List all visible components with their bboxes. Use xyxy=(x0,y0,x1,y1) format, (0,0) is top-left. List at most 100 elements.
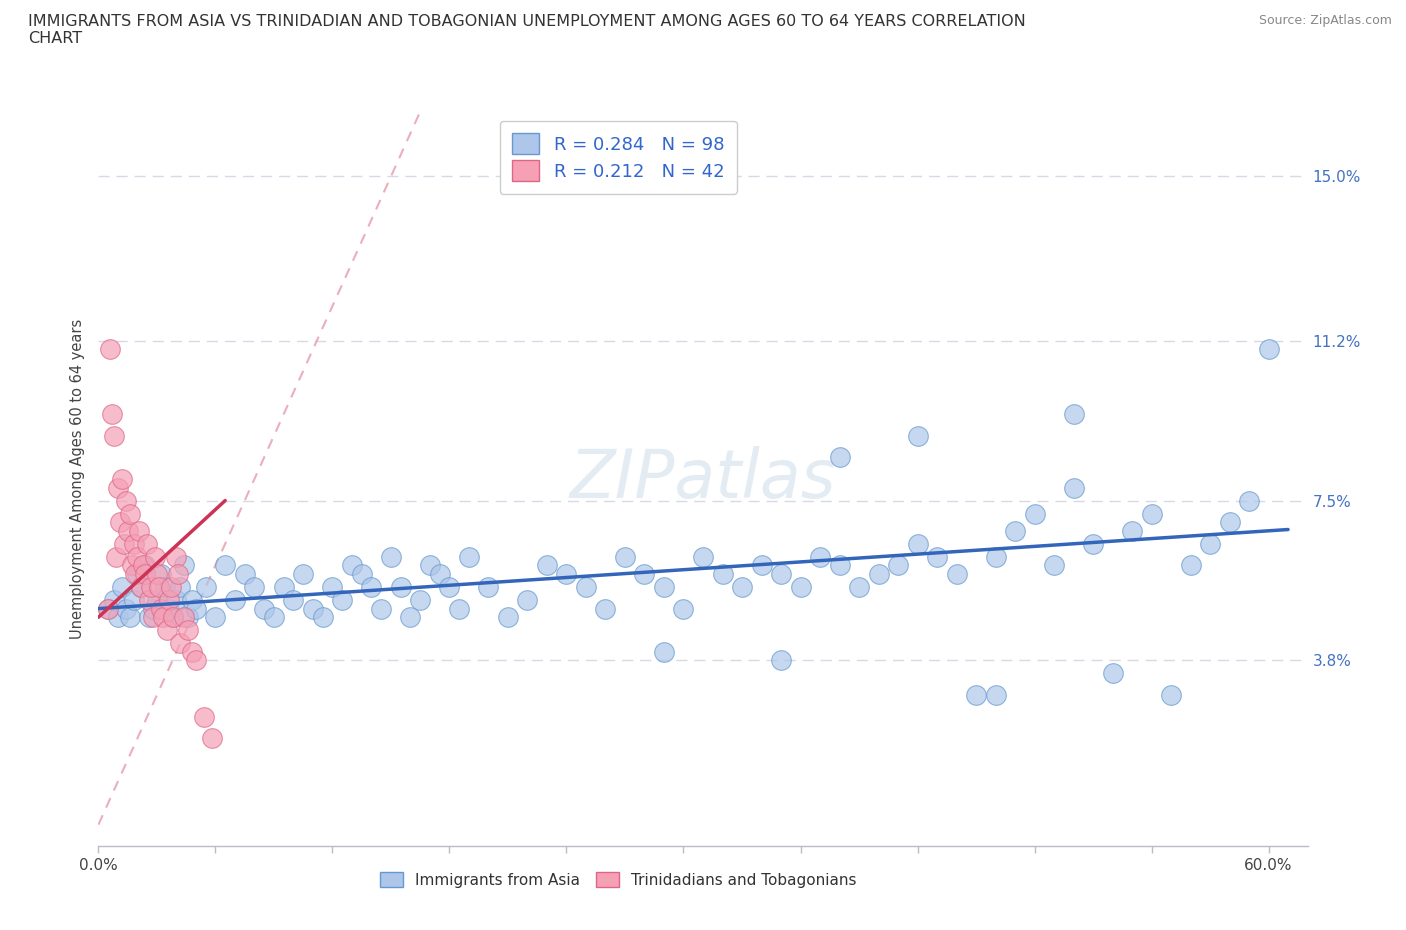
Point xyxy=(302,601,325,616)
Point xyxy=(149,601,172,616)
Point xyxy=(808,550,831,565)
Point xyxy=(536,558,558,573)
Point xyxy=(399,610,422,625)
Point xyxy=(138,592,160,607)
Point xyxy=(156,623,179,638)
Point xyxy=(184,601,207,616)
Point xyxy=(114,493,136,508)
Point xyxy=(409,592,432,607)
Point xyxy=(672,601,695,616)
Point xyxy=(439,579,461,594)
Point xyxy=(283,592,305,607)
Point xyxy=(340,558,363,573)
Text: ZIPatlas: ZIPatlas xyxy=(569,446,837,512)
Point xyxy=(131,579,153,594)
Point xyxy=(127,550,149,565)
Point xyxy=(98,342,121,357)
Point xyxy=(111,472,134,486)
Point xyxy=(321,579,343,594)
Point xyxy=(97,601,120,616)
Point xyxy=(711,566,734,581)
Point xyxy=(1140,506,1163,521)
Point xyxy=(769,566,792,581)
Point xyxy=(121,558,143,573)
Point xyxy=(925,550,948,565)
Point xyxy=(945,566,967,581)
Point xyxy=(167,566,190,581)
Point xyxy=(138,610,160,625)
Point xyxy=(1063,406,1085,421)
Point xyxy=(965,687,987,702)
Point xyxy=(149,566,172,581)
Point xyxy=(516,592,538,607)
Point xyxy=(652,644,675,659)
Point xyxy=(118,610,141,625)
Point xyxy=(614,550,637,565)
Point xyxy=(224,592,246,607)
Legend: Immigrants from Asia, Trinidadians and Tobagonians: Immigrants from Asia, Trinidadians and T… xyxy=(374,866,862,894)
Point xyxy=(1004,524,1026,538)
Point xyxy=(214,558,236,573)
Point xyxy=(751,558,773,573)
Point xyxy=(292,566,315,581)
Point xyxy=(103,429,125,444)
Point xyxy=(496,610,519,625)
Point xyxy=(1199,537,1222,551)
Point xyxy=(134,558,156,573)
Point xyxy=(157,592,180,607)
Point xyxy=(984,550,1007,565)
Point xyxy=(253,601,276,616)
Text: Source: ZipAtlas.com: Source: ZipAtlas.com xyxy=(1258,14,1392,27)
Point xyxy=(148,579,170,594)
Point xyxy=(330,592,353,607)
Point xyxy=(142,601,165,616)
Point xyxy=(652,579,675,594)
Text: IMMIGRANTS FROM ASIA VS TRINIDADIAN AND TOBAGONIAN UNEMPLOYMENT AMONG AGES 60 TO: IMMIGRANTS FROM ASIA VS TRINIDADIAN AND … xyxy=(28,14,1026,46)
Point xyxy=(1237,493,1260,508)
Point xyxy=(127,566,149,581)
Point xyxy=(124,566,146,581)
Point xyxy=(181,644,204,659)
Point xyxy=(984,687,1007,702)
Point xyxy=(104,550,127,565)
Point xyxy=(1219,514,1241,529)
Point xyxy=(828,450,851,465)
Point xyxy=(907,537,929,551)
Point xyxy=(575,579,598,594)
Point xyxy=(108,514,131,529)
Point xyxy=(419,558,441,573)
Point xyxy=(162,610,184,625)
Point xyxy=(370,601,392,616)
Point xyxy=(350,566,373,581)
Point xyxy=(177,623,200,638)
Point xyxy=(477,579,499,594)
Point xyxy=(107,610,129,625)
Point xyxy=(789,579,811,594)
Point xyxy=(194,579,217,594)
Point xyxy=(360,579,382,594)
Point xyxy=(828,558,851,573)
Point xyxy=(114,601,136,616)
Point xyxy=(449,601,471,616)
Point xyxy=(169,636,191,651)
Point xyxy=(1024,506,1046,521)
Point xyxy=(193,710,215,724)
Point xyxy=(1257,342,1279,357)
Point xyxy=(169,579,191,594)
Point xyxy=(181,592,204,607)
Point xyxy=(131,579,153,594)
Point xyxy=(159,579,181,594)
Point xyxy=(146,592,169,607)
Point xyxy=(162,610,184,625)
Point xyxy=(128,524,150,538)
Point xyxy=(204,610,226,625)
Point xyxy=(848,579,870,594)
Point xyxy=(112,537,135,551)
Point xyxy=(134,566,156,581)
Point xyxy=(1160,687,1182,702)
Point xyxy=(165,592,187,607)
Point xyxy=(122,537,145,551)
Point xyxy=(117,524,139,538)
Point xyxy=(263,610,285,625)
Point xyxy=(1081,537,1104,551)
